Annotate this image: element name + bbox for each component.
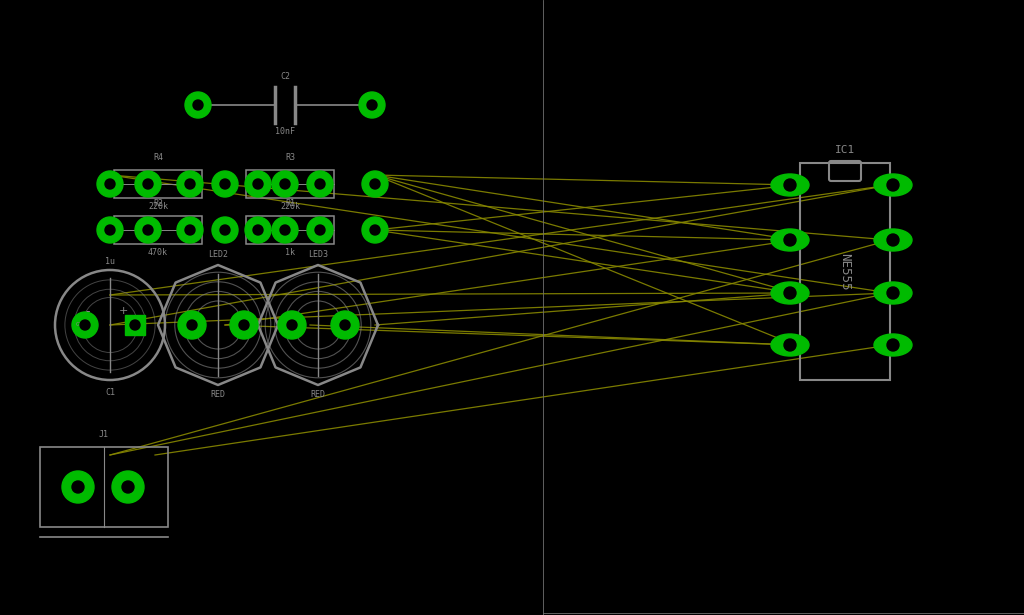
Circle shape <box>887 287 899 299</box>
Circle shape <box>307 217 333 243</box>
Circle shape <box>185 225 195 235</box>
Circle shape <box>245 217 271 243</box>
Circle shape <box>122 481 134 493</box>
Circle shape <box>359 92 385 118</box>
Text: C2: C2 <box>280 72 290 81</box>
Text: LED3: LED3 <box>308 250 328 259</box>
Circle shape <box>105 225 115 235</box>
Circle shape <box>784 339 796 351</box>
Circle shape <box>272 171 298 197</box>
Circle shape <box>187 320 197 330</box>
Ellipse shape <box>874 174 912 196</box>
Circle shape <box>62 471 94 503</box>
Circle shape <box>331 311 359 339</box>
Circle shape <box>367 100 377 110</box>
Bar <box>125 315 145 335</box>
Circle shape <box>370 225 380 235</box>
Bar <box>114 216 202 244</box>
Circle shape <box>362 171 388 197</box>
Text: 470k: 470k <box>148 248 168 257</box>
Bar <box>114 170 202 198</box>
Circle shape <box>220 179 230 189</box>
Circle shape <box>315 179 325 189</box>
Circle shape <box>178 311 206 339</box>
Circle shape <box>370 179 380 189</box>
Circle shape <box>130 320 140 330</box>
Circle shape <box>135 171 161 197</box>
Circle shape <box>887 339 899 351</box>
Circle shape <box>362 217 388 243</box>
Circle shape <box>193 100 203 110</box>
Text: 1k: 1k <box>285 248 295 257</box>
Circle shape <box>784 179 796 191</box>
Ellipse shape <box>874 282 912 304</box>
Circle shape <box>253 225 263 235</box>
Text: RED: RED <box>310 390 326 399</box>
Circle shape <box>230 311 258 339</box>
Circle shape <box>253 179 263 189</box>
Circle shape <box>72 481 84 493</box>
Circle shape <box>97 217 123 243</box>
Bar <box>246 170 334 198</box>
Text: R3: R3 <box>285 153 295 162</box>
Circle shape <box>340 320 350 330</box>
Circle shape <box>280 179 290 189</box>
Circle shape <box>135 217 161 243</box>
Circle shape <box>97 171 123 197</box>
Text: C1: C1 <box>105 388 115 397</box>
Circle shape <box>112 471 144 503</box>
Text: IC1: IC1 <box>835 145 855 155</box>
Ellipse shape <box>874 229 912 251</box>
Ellipse shape <box>771 334 809 356</box>
Text: 1u: 1u <box>105 257 115 266</box>
Ellipse shape <box>771 282 809 304</box>
Text: LED2: LED2 <box>208 250 228 259</box>
Text: R2: R2 <box>153 199 163 208</box>
Text: NE555: NE555 <box>839 253 852 290</box>
Text: GND: GND <box>76 322 89 328</box>
Circle shape <box>212 171 238 197</box>
Text: 10nF: 10nF <box>275 127 295 136</box>
Circle shape <box>287 320 297 330</box>
Bar <box>246 216 334 244</box>
Circle shape <box>220 225 230 235</box>
Circle shape <box>887 234 899 246</box>
Bar <box>800 163 890 380</box>
Circle shape <box>185 179 195 189</box>
Circle shape <box>143 179 153 189</box>
Circle shape <box>212 217 238 243</box>
Ellipse shape <box>771 174 809 196</box>
Circle shape <box>245 171 271 197</box>
Circle shape <box>185 92 211 118</box>
Ellipse shape <box>874 334 912 356</box>
Ellipse shape <box>771 229 809 251</box>
Circle shape <box>887 179 899 191</box>
Text: +: + <box>119 306 128 316</box>
Circle shape <box>307 171 333 197</box>
Text: RED: RED <box>211 390 225 399</box>
Text: J1: J1 <box>99 430 109 439</box>
Circle shape <box>239 320 249 330</box>
Circle shape <box>177 171 203 197</box>
Circle shape <box>72 312 98 338</box>
Circle shape <box>784 287 796 299</box>
Circle shape <box>272 217 298 243</box>
Text: 220k: 220k <box>280 202 300 211</box>
Circle shape <box>278 311 306 339</box>
Circle shape <box>784 234 796 246</box>
Circle shape <box>143 225 153 235</box>
Circle shape <box>177 217 203 243</box>
Bar <box>40 447 168 527</box>
Circle shape <box>105 179 115 189</box>
Circle shape <box>315 225 325 235</box>
Circle shape <box>280 225 290 235</box>
Text: 220k: 220k <box>148 202 168 211</box>
Circle shape <box>80 320 90 330</box>
Text: R1: R1 <box>285 199 295 208</box>
Text: R4: R4 <box>153 153 163 162</box>
Text: -: - <box>86 305 90 318</box>
